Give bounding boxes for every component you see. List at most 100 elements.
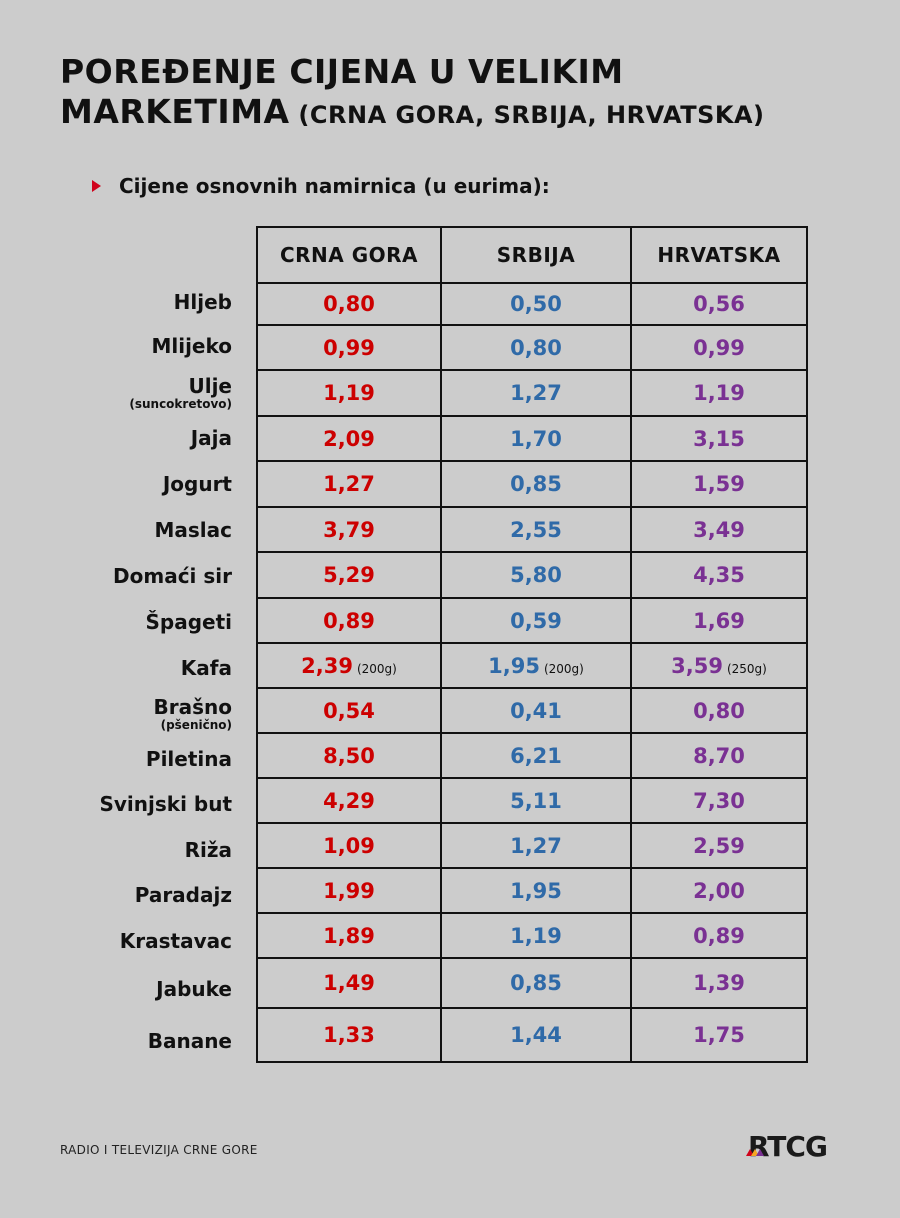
price-crna-gora: 1,99 bbox=[256, 867, 442, 914]
price-value: 1,69 bbox=[693, 608, 745, 633]
price-srbija: 0,59 bbox=[440, 597, 632, 644]
price-srbija: 2,55 bbox=[440, 506, 632, 553]
price-value: 1,27 bbox=[323, 472, 375, 496]
package-size: (200g) bbox=[356, 661, 397, 676]
table-row: 1,99 1,95 2,00 bbox=[256, 867, 808, 914]
price-value: 1,27 bbox=[510, 833, 562, 858]
item-label: Kafa bbox=[60, 645, 232, 691]
header-srbija: SRBIJA bbox=[440, 226, 632, 284]
price-value: 0,99 bbox=[693, 335, 745, 360]
price-value: 1,75 bbox=[693, 1023, 745, 1047]
price-value: 3,49 bbox=[693, 517, 745, 542]
item-label: Špageti bbox=[60, 600, 232, 646]
price-value: 5,80 bbox=[510, 563, 562, 587]
price-srbija: 1,95 (200g) bbox=[440, 642, 632, 689]
price-srbija: 1,70 bbox=[440, 415, 632, 462]
section-subtitle: Cijene osnovnih namirnica (u eurima): bbox=[92, 174, 550, 198]
package-size: (200g) bbox=[543, 661, 584, 676]
footer-broadcaster: RADIO I TELEVIZIJA CRNE GORE bbox=[60, 1143, 258, 1157]
item-name: Svinjski but bbox=[99, 792, 232, 817]
price-value: 1,89 bbox=[323, 923, 375, 948]
price-value: 2,55 bbox=[510, 517, 562, 542]
price-srbija: 0,50 bbox=[440, 282, 632, 326]
item-labels: Hljeb Mlijeko Ulje (suncokretovo) Jaja Jogurt… bbox=[60, 281, 232, 1069]
price-value: 0,80 bbox=[693, 698, 745, 723]
table-header-row: CRNA GORA SRBIJA HRVATSKA bbox=[256, 226, 808, 284]
price-srbija: 1,95 bbox=[440, 867, 632, 914]
price-srbija: 1,44 bbox=[440, 1007, 632, 1063]
price-hrvatska: 1,59 bbox=[630, 460, 808, 508]
table-row: 1,49 0,85 1,39 bbox=[256, 957, 808, 1009]
table-row: 1,19 1,27 1,19 bbox=[256, 369, 808, 417]
price-hrvatska: 8,70 bbox=[630, 732, 808, 779]
table-row: 4,29 5,11 7,30 bbox=[256, 777, 808, 824]
price-srbija: 1,19 bbox=[440, 912, 632, 959]
header-hrvatska: HRVATSKA bbox=[630, 226, 808, 284]
price-value: 7,30 bbox=[693, 788, 745, 813]
price-crna-gora: 1,19 bbox=[256, 369, 442, 417]
item-label: Krastavac bbox=[60, 918, 232, 964]
item-name: Hljeb bbox=[173, 290, 232, 315]
item-label: Paradajz bbox=[60, 873, 232, 919]
table-row: 0,80 0,50 0,56 bbox=[256, 282, 808, 326]
price-crna-gora: 0,54 bbox=[256, 687, 442, 734]
price-srbija: 0,85 bbox=[440, 957, 632, 1009]
price-value: 0,59 bbox=[510, 608, 562, 633]
price-hrvatska: 1,69 bbox=[630, 597, 808, 644]
logo-text: RTCG bbox=[748, 1130, 828, 1163]
price-value: 2,00 bbox=[693, 878, 745, 903]
package-size: (250g) bbox=[726, 661, 767, 676]
price-value: 0,85 bbox=[510, 971, 562, 995]
price-srbija: 6,21 bbox=[440, 732, 632, 779]
price-value: 1,19 bbox=[693, 381, 745, 405]
price-crna-gora: 1,49 bbox=[256, 957, 442, 1009]
price-crna-gora: 1,09 bbox=[256, 822, 442, 869]
price-value: 0,99 bbox=[323, 335, 375, 360]
price-value: 1,95 bbox=[488, 653, 540, 678]
subtitle-text: Cijene osnovnih namirnica (u eurima): bbox=[119, 174, 550, 198]
item-name: Brašno bbox=[153, 694, 233, 719]
table-row: 8,50 6,21 8,70 bbox=[256, 732, 808, 779]
price-value: 1,99 bbox=[323, 878, 375, 903]
price-hrvatska: 1,19 bbox=[630, 369, 808, 417]
price-hrvatska: 3,15 bbox=[630, 415, 808, 462]
item-label: Banane bbox=[60, 1014, 232, 1069]
price-hrvatska: 2,00 bbox=[630, 867, 808, 914]
price-value: 1,19 bbox=[510, 923, 562, 948]
title-countries: (CRNA GORA, SRBIJA, HRVATSKA) bbox=[289, 101, 765, 129]
price-value: 0,80 bbox=[323, 292, 375, 316]
price-srbija: 0,41 bbox=[440, 687, 632, 734]
table-row: 5,29 5,80 4,35 bbox=[256, 551, 808, 599]
item-name: Riža bbox=[184, 837, 232, 862]
price-value: 3,15 bbox=[693, 426, 745, 451]
price-hrvatska: 7,30 bbox=[630, 777, 808, 824]
item-label: Mlijeko bbox=[60, 324, 232, 370]
price-hrvatska: 0,80 bbox=[630, 687, 808, 734]
price-value: 1,59 bbox=[693, 472, 745, 496]
price-value: 1,70 bbox=[510, 426, 562, 451]
item-label: Hljeb bbox=[60, 281, 232, 324]
bullet-triangle-icon bbox=[92, 180, 101, 192]
price-value: 0,89 bbox=[323, 608, 375, 633]
title-line-1: POREĐENJE CIJENA U VELIKIM bbox=[60, 52, 624, 91]
price-value: 8,50 bbox=[323, 743, 375, 768]
price-value: 4,29 bbox=[323, 788, 375, 813]
price-value: 1,27 bbox=[510, 381, 562, 405]
price-crna-gora: 2,09 bbox=[256, 415, 442, 462]
price-hrvatska: 4,35 bbox=[630, 551, 808, 599]
price-value: 0,54 bbox=[323, 698, 375, 723]
price-value: 5,11 bbox=[510, 788, 562, 813]
price-value: 5,29 bbox=[323, 563, 375, 587]
price-hrvatska: 1,39 bbox=[630, 957, 808, 1009]
price-crna-gora: 1,33 bbox=[256, 1007, 442, 1063]
price-value: 0,50 bbox=[510, 292, 562, 316]
price-value: 0,41 bbox=[510, 698, 562, 723]
price-hrvatska: 3,59 (250g) bbox=[630, 642, 808, 689]
item-name: Špageti bbox=[145, 610, 232, 635]
table-row: 0,89 0,59 1,69 bbox=[256, 597, 808, 644]
table-row: 1,09 1,27 2,59 bbox=[256, 822, 808, 869]
table-row: 0,54 0,41 0,80 bbox=[256, 687, 808, 734]
price-crna-gora: 1,89 bbox=[256, 912, 442, 959]
price-srbija: 1,27 bbox=[440, 822, 632, 869]
price-crna-gora: 0,89 bbox=[256, 597, 442, 644]
